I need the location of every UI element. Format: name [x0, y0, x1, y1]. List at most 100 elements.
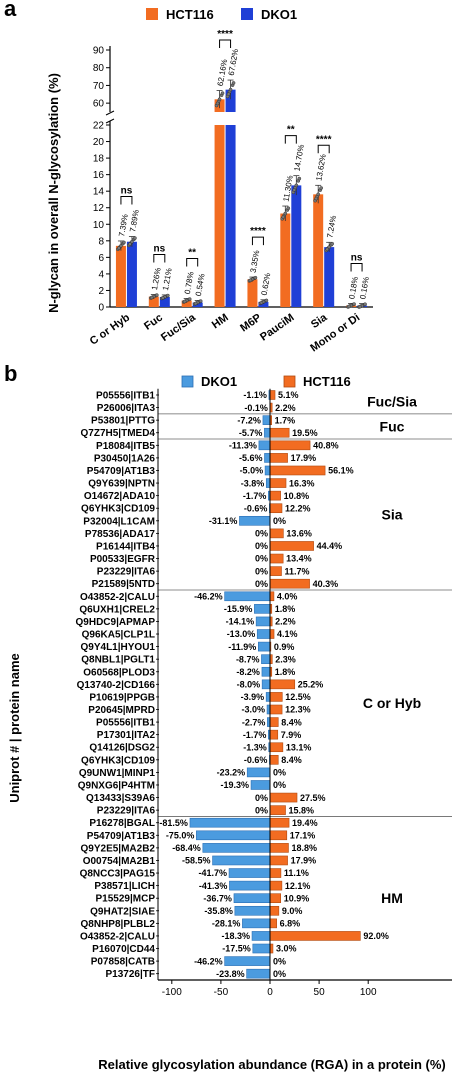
b-value-label-hct116: 1.7% [275, 415, 296, 425]
b-value-label-hct116: 19.5% [292, 428, 318, 438]
b-value-label-hct116: 18.8% [291, 843, 317, 853]
b-protein-label: P30450|1A26 [94, 453, 156, 464]
b-value-label-hct116: 10.9% [284, 893, 310, 903]
b-value-label-hct116: 19.4% [292, 818, 318, 828]
a-data-point [358, 304, 362, 309]
a-y-tick-label: 18 [93, 154, 105, 165]
b-bar-dko1 [212, 855, 271, 866]
b-value-label-dko1: -8.7% [236, 654, 260, 664]
b-bar-dko1 [258, 641, 271, 652]
b-bar-hct116 [269, 805, 286, 815]
b-value-label-dko1: -41.3% [199, 881, 228, 891]
b-value-label-dko1: 0% [255, 579, 268, 589]
a-bar-dko1 [126, 241, 137, 307]
a-data-point [187, 297, 192, 301]
b-bar-dko1 [228, 868, 271, 878]
a-value-label: 0.78% [183, 271, 196, 295]
b-protein-label: P16144|ITB4 [96, 541, 155, 552]
a-value-label: 0.18% [347, 276, 360, 300]
a-category-label: Sia [309, 311, 330, 331]
a-data-point [316, 192, 320, 197]
b-value-label-hct116: 25.2% [298, 680, 324, 690]
b-value-label-hct116: 56.1% [328, 466, 354, 476]
b-bar-hct116 [269, 465, 326, 476]
b-bar-hct116 [269, 566, 282, 576]
a-value-label: 0.54% [194, 273, 207, 297]
a-significance-bracket [317, 144, 330, 154]
b-value-label-dko1: 0% [255, 793, 268, 803]
legend-a-hct116-label: HCT116 [166, 7, 214, 22]
a-significance-bracket [186, 257, 199, 267]
b-value-label-dko1: -15.9% [224, 604, 253, 614]
b-protein-label: Q14126|DSG2 [89, 743, 155, 754]
b-bar-hct116 [269, 629, 275, 639]
b-bar-hct116 [269, 931, 361, 941]
b-protein-label: P15529|MCP [96, 894, 156, 905]
b-protein-label: P32004|L1CAM [83, 516, 155, 527]
b-bar-dko1 [264, 465, 271, 476]
b-value-label-dko1: -14.1% [226, 617, 255, 627]
b-protein-label: P05556|ITB1 [96, 391, 155, 402]
b-value-label-dko1: -13.0% [227, 629, 256, 639]
b-bar-hct116 [269, 478, 287, 488]
b-bar-dko1 [261, 666, 271, 677]
b-bar-hct116 [269, 817, 290, 828]
b-x-tick-label: 0 [267, 987, 273, 998]
a-axis-break [105, 118, 115, 124]
a-data-point [215, 101, 220, 106]
a-category-label: PauciM [258, 312, 296, 344]
b-protein-label: P20645|MPRD [88, 705, 155, 716]
b-group-label: Fuc/Sia [367, 393, 417, 409]
a-bar-hct116 [247, 279, 258, 307]
a-y-tick-label: 20 [93, 137, 105, 148]
b-protein-label: P18084|ITB5 [96, 441, 155, 452]
b-group-label: Sia [381, 507, 402, 523]
b-bar-hct116 [269, 792, 298, 803]
a-significance-label: ** [287, 125, 295, 136]
b-bar-dko1 [265, 692, 271, 702]
a-significance-label: **** [316, 134, 332, 145]
b-protein-label: Q8NHP8|PLBL2 [81, 919, 156, 930]
a-significance-label: ns [153, 244, 165, 255]
b-group-label: Fuc [380, 418, 405, 434]
b-value-label-hct116: 6.8% [280, 919, 301, 929]
a-bar-dko1 [225, 89, 236, 112]
b-value-label-hct116: 1.8% [275, 604, 296, 614]
b-value-label-dko1: -19.3% [221, 780, 250, 790]
a-data-point [330, 241, 334, 246]
b-value-label-hct116: 0% [273, 956, 286, 966]
b-protein-label: P26006|ITA3 [97, 403, 156, 414]
b-protein-label: P13726|TF [106, 969, 156, 980]
a-y-tick-label: 4 [98, 269, 104, 280]
a-data-point [150, 295, 154, 300]
b-value-label-dko1: 0% [255, 554, 268, 564]
b-bar-hct116 [269, 704, 283, 715]
b-value-label-hct116: 44.4% [317, 541, 343, 551]
a-bar-hct116 [148, 296, 159, 307]
b-value-label-dko1: -75.0% [166, 831, 195, 841]
a-bar-hct116 [313, 194, 324, 307]
b-value-label-dko1: -23.8% [216, 969, 245, 979]
b-value-label-dko1: -2.7% [242, 717, 266, 727]
b-value-label-dko1: -46.2% [194, 591, 223, 601]
a-significance-label: ** [188, 247, 196, 258]
b-protein-label: P38571|LICH [94, 881, 155, 892]
a-y-tick-label: 80 [93, 63, 105, 74]
b-value-label-dko1: -1.3% [243, 742, 267, 752]
b-bar-dko1 [229, 880, 271, 891]
a-category-label: HM [210, 312, 231, 332]
b-group-label: HM [381, 890, 403, 906]
a-y-tick-label: 2 [98, 286, 104, 297]
a-data-point [292, 188, 297, 192]
a-significance-bracket [120, 196, 133, 205]
b-protein-label: P54709|AT1B3 [87, 831, 156, 842]
b-value-label-hct116: 8.4% [281, 755, 302, 765]
a-y-tick-label: 6 [98, 253, 104, 264]
a-significance-label: **** [217, 29, 233, 40]
b-value-label-dko1: -35.8% [204, 906, 233, 916]
b-protein-label: O43852-2|CALU [80, 592, 155, 603]
b-value-label-hct116: 2.2% [275, 403, 296, 413]
b-value-label-hct116: 12.1% [285, 881, 311, 891]
b-protein-label: O60568|PLOD3 [83, 667, 155, 678]
a-bar-dko1 [225, 125, 236, 307]
